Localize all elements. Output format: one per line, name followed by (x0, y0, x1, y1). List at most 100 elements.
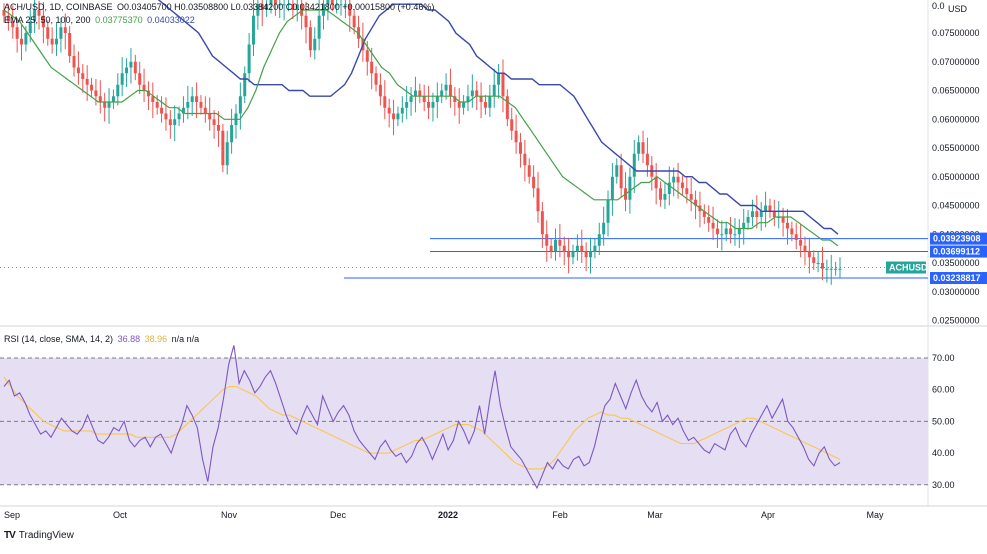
candle-body (558, 240, 562, 246)
candle-body (125, 67, 129, 74)
candle-body (575, 245, 579, 252)
candle-body (689, 194, 693, 200)
candle-body (225, 142, 229, 166)
candle-body (663, 194, 667, 200)
candle-body (440, 90, 444, 97)
candle-body (186, 102, 190, 108)
candle-body (291, 4, 295, 10)
candle-body (746, 217, 750, 223)
candle-body (532, 176, 536, 189)
candle-body (702, 211, 706, 217)
candle-body (435, 96, 439, 102)
candle-body (15, 27, 19, 39)
rsi-value: 36.88 (117, 334, 141, 344)
candle-body (6, 15, 10, 22)
candle-body (243, 73, 247, 97)
ema-fast-line (3, 9, 839, 247)
candle-body (313, 38, 317, 51)
candle-body (300, 4, 304, 16)
candle-body (68, 33, 72, 56)
rsi-label: RSI (14, close, SMA, 14, 2) (4, 334, 114, 344)
rsi-sma-value: 38.96 (144, 334, 168, 344)
candle-body (133, 61, 137, 74)
candle-body (287, 4, 291, 6)
candle-body (177, 113, 181, 120)
candle-body (479, 96, 483, 102)
candle-body (11, 21, 15, 28)
candle-body (720, 234, 724, 236)
candle-body (352, 15, 356, 28)
candle-body (825, 268, 829, 270)
time-tick-label: Feb (552, 510, 568, 520)
candle-body (90, 84, 94, 91)
symbol-title: ACH/USD, 1D, COINBASE (4, 2, 113, 12)
candle-body (453, 96, 457, 102)
candle-body (742, 222, 746, 229)
candle-body (790, 228, 794, 235)
price-tick-label: 0.02500000 (932, 316, 980, 326)
price-level-tag (930, 272, 987, 285)
ema-fast-value: 0.03775370 (95, 15, 143, 25)
candle-body (409, 96, 413, 102)
candle-body (20, 38, 24, 45)
time-tick-label: Apr (761, 510, 775, 520)
candle-body (431, 102, 435, 108)
candle-body (659, 188, 663, 200)
candle-body (448, 84, 452, 97)
candle-body (138, 73, 142, 85)
price-tick-label: 0.0 (932, 1, 945, 11)
candle-body (619, 165, 623, 189)
candle-body (812, 257, 816, 263)
candle-body (707, 217, 711, 223)
price-tick-label: 0.03000000 (932, 287, 980, 297)
candle-body (230, 125, 234, 143)
candle-body (37, 10, 41, 16)
currency-label: USD (948, 4, 968, 14)
candle-body (750, 211, 754, 217)
candle-body (203, 107, 207, 114)
rsi-tick-label: 60.00 (932, 385, 955, 395)
candle-body (527, 165, 531, 177)
candle-body (685, 188, 689, 194)
candle-body (216, 125, 220, 131)
price-tick-label: 0.06000000 (932, 114, 980, 124)
candle-body (378, 84, 382, 97)
candle-body (63, 27, 67, 33)
time-tick-label: Nov (221, 510, 238, 520)
candle-body (803, 245, 807, 252)
candle-body (667, 182, 671, 194)
candle-body (173, 119, 177, 125)
symbol-tag (886, 261, 926, 274)
candle-body (365, 50, 369, 62)
candle-body (593, 245, 597, 252)
rsi-tick-label: 30.00 (932, 480, 955, 490)
candle-body (457, 102, 461, 108)
ema-slow-line (157, 0, 839, 235)
candle-body (562, 245, 566, 252)
candle-body (151, 96, 155, 102)
candle-body (427, 102, 431, 108)
candle-body (59, 27, 63, 39)
candle-body (46, 27, 50, 39)
candle-body (24, 33, 28, 45)
candle-body (413, 90, 417, 97)
tradingview-branding[interactable]: TV TradingView (4, 530, 74, 541)
candle-body (247, 44, 251, 74)
rsi-tick-label: 50.00 (932, 416, 955, 426)
price-level-label: 0.03923908 (933, 234, 981, 244)
candle-body (488, 96, 492, 108)
ema-slow-value: 0.04033022 (147, 15, 195, 25)
candle-body (549, 245, 553, 252)
candle-body (785, 222, 789, 229)
rsi-na: n/a n/a (171, 334, 200, 344)
candle-body (807, 251, 811, 258)
candle-body (295, 4, 299, 10)
candle-body (282, 4, 286, 6)
candle-body (422, 96, 426, 102)
candle-body (155, 102, 159, 108)
candle-body (195, 96, 199, 102)
candle-body (339, 4, 343, 6)
price-tick-label: 0.04500000 (932, 201, 980, 211)
